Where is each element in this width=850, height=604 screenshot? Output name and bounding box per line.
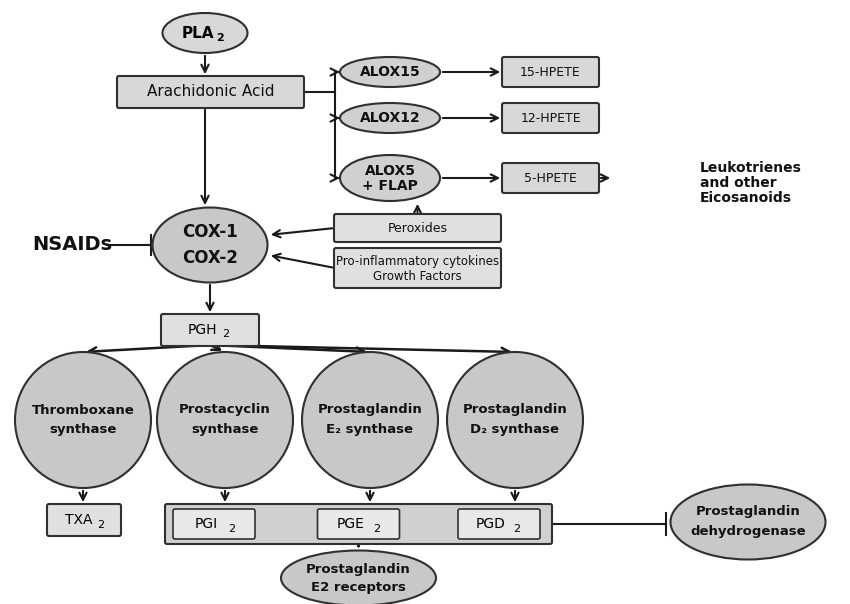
Text: TXA: TXA (65, 513, 93, 527)
Text: synthase: synthase (191, 423, 258, 437)
Ellipse shape (157, 352, 293, 488)
Text: 12-HPETE: 12-HPETE (520, 112, 581, 124)
Ellipse shape (152, 208, 268, 283)
Text: Leukotrienes: Leukotrienes (700, 161, 802, 175)
FancyBboxPatch shape (165, 504, 552, 544)
Text: Arachidonic Acid: Arachidonic Acid (147, 85, 275, 100)
Text: Prostaglandin: Prostaglandin (695, 506, 801, 518)
Text: PGH: PGH (187, 323, 217, 337)
Text: Prostaglandin: Prostaglandin (462, 403, 567, 417)
Text: COX-1: COX-1 (182, 223, 238, 241)
Text: 15-HPETE: 15-HPETE (520, 65, 581, 79)
FancyBboxPatch shape (502, 163, 599, 193)
FancyBboxPatch shape (334, 214, 501, 242)
Text: Prostaglandin: Prostaglandin (318, 403, 422, 417)
Text: dehydrogenase: dehydrogenase (690, 525, 806, 539)
Text: 2: 2 (216, 33, 224, 43)
FancyBboxPatch shape (47, 504, 121, 536)
Text: NSAIDs: NSAIDs (32, 236, 112, 254)
Ellipse shape (15, 352, 151, 488)
FancyBboxPatch shape (318, 509, 399, 539)
Text: E₂ synthase: E₂ synthase (326, 423, 413, 437)
Text: synthase: synthase (49, 423, 116, 437)
Text: Peroxides: Peroxides (388, 222, 447, 234)
Text: Thromboxane: Thromboxane (31, 403, 134, 417)
Text: PGI: PGI (195, 517, 218, 531)
Text: + FLAP: + FLAP (362, 179, 418, 193)
Text: ALOX12: ALOX12 (360, 111, 421, 125)
Text: D₂ synthase: D₂ synthase (471, 423, 559, 437)
FancyBboxPatch shape (161, 314, 259, 346)
Ellipse shape (302, 352, 438, 488)
Text: PLA: PLA (182, 25, 214, 40)
FancyBboxPatch shape (117, 76, 304, 108)
FancyBboxPatch shape (502, 103, 599, 133)
Ellipse shape (340, 103, 440, 133)
Text: Pro-inflammatory cytokines: Pro-inflammatory cytokines (336, 254, 499, 268)
Text: ALOX5: ALOX5 (365, 164, 416, 178)
Ellipse shape (671, 484, 825, 559)
Text: 2: 2 (229, 524, 235, 534)
Text: Prostaglandin: Prostaglandin (306, 562, 411, 576)
Text: Growth Factors: Growth Factors (373, 269, 462, 283)
Ellipse shape (281, 550, 436, 604)
Text: 5-HPETE: 5-HPETE (524, 172, 577, 184)
FancyBboxPatch shape (458, 509, 540, 539)
Text: Eicosanoids: Eicosanoids (700, 191, 792, 205)
Text: PGE: PGE (337, 517, 365, 531)
Text: and other: and other (700, 176, 777, 190)
FancyBboxPatch shape (502, 57, 599, 87)
Text: 2: 2 (223, 329, 230, 339)
Text: PGD: PGD (476, 517, 506, 531)
Text: E2 receptors: E2 receptors (311, 580, 406, 594)
Ellipse shape (340, 57, 440, 87)
FancyBboxPatch shape (173, 509, 255, 539)
Text: 2: 2 (373, 524, 380, 534)
Text: ALOX15: ALOX15 (360, 65, 421, 79)
Text: 2: 2 (513, 524, 520, 534)
Text: Prostacyclin: Prostacyclin (179, 403, 271, 417)
Ellipse shape (340, 155, 440, 201)
FancyBboxPatch shape (334, 248, 501, 288)
Text: 2: 2 (98, 520, 105, 530)
Ellipse shape (447, 352, 583, 488)
Ellipse shape (162, 13, 247, 53)
Text: COX-2: COX-2 (182, 249, 238, 267)
